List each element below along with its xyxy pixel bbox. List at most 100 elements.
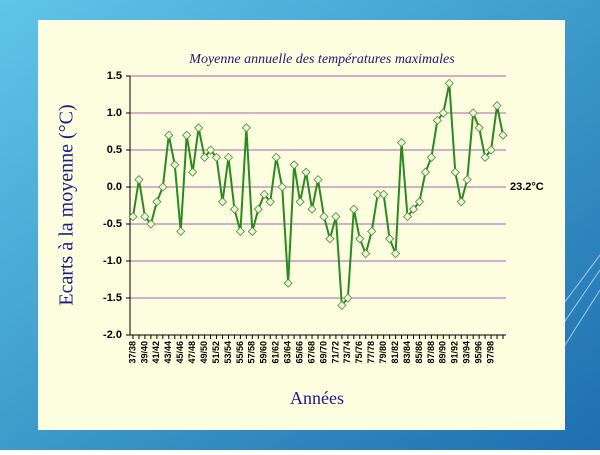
- x-tick-label: 55/56: [235, 341, 245, 364]
- y-tick-label: 1.0: [107, 107, 122, 119]
- point-marker: [176, 226, 186, 236]
- point-marker: [498, 130, 508, 140]
- y-tick-label: 0.5: [107, 144, 122, 156]
- point-marker: [385, 234, 395, 244]
- point-marker: [259, 189, 269, 199]
- x-tick-label: 39/40: [139, 341, 149, 364]
- x-tick-label: 97/98: [485, 341, 495, 364]
- point-marker: [379, 189, 389, 199]
- point-marker: [295, 197, 305, 207]
- point-marker: [408, 204, 419, 214]
- x-tick-label: 61/62: [271, 341, 281, 364]
- point-marker: [164, 130, 174, 140]
- point-marker: [206, 145, 216, 155]
- point-marker: [349, 204, 359, 214]
- x-tick-label: 59/60: [259, 341, 269, 364]
- x-tick-label: 71/72: [330, 341, 340, 364]
- point-marker: [456, 197, 466, 207]
- point-marker: [462, 175, 472, 185]
- x-tick-label: 91/92: [450, 341, 460, 364]
- point-marker: [474, 123, 484, 133]
- point-marker: [229, 204, 240, 214]
- point-marker: [146, 219, 156, 229]
- point-marker: [361, 249, 371, 259]
- point-marker: [450, 167, 460, 177]
- point-marker: [367, 226, 377, 236]
- x-tick-label: 37/38: [127, 341, 137, 364]
- point-marker: [355, 234, 365, 244]
- panel: [38, 20, 565, 430]
- y-tick-label: -0.5: [103, 218, 122, 230]
- point-marker: [170, 160, 180, 170]
- y-tick-label: 1.5: [107, 70, 122, 82]
- x-tick-label: 65/66: [294, 341, 304, 364]
- point-marker: [325, 234, 335, 244]
- x-tick-label: 89/90: [438, 341, 448, 364]
- x-tick-label: 85/86: [414, 341, 424, 364]
- x-tick-label: 81/82: [390, 341, 400, 364]
- x-tick-label: 43/44: [163, 341, 173, 364]
- point-marker: [307, 204, 317, 214]
- point-marker: [152, 197, 162, 207]
- point-marker: [468, 108, 478, 118]
- point-marker: [128, 212, 138, 222]
- point-marker: [277, 182, 287, 192]
- point-marker: [444, 78, 454, 88]
- x-tick-label: 45/46: [175, 341, 185, 364]
- y-tick-label: 0.0: [107, 181, 122, 193]
- x-tick-label: 67/68: [306, 341, 316, 364]
- x-tick-label: 69/70: [318, 341, 328, 364]
- point-marker: [200, 152, 210, 162]
- point-marker: [414, 197, 425, 207]
- x-tick-label: 53/54: [223, 341, 233, 364]
- point-marker: [319, 212, 329, 222]
- x-tick-label: 51/52: [211, 341, 221, 364]
- point-marker: [420, 167, 430, 177]
- x-tick-label: 41/42: [151, 341, 161, 364]
- point-marker: [211, 152, 222, 162]
- point-marker: [432, 115, 442, 125]
- point-marker: [158, 182, 168, 192]
- point-marker: [140, 212, 150, 222]
- point-marker: [313, 175, 323, 185]
- point-marker: [182, 130, 192, 140]
- x-tick-label: 77/78: [366, 341, 376, 364]
- point-marker: [241, 123, 251, 133]
- point-marker: [480, 152, 490, 162]
- point-marker: [289, 160, 299, 170]
- x-tick-label: 83/84: [402, 341, 412, 364]
- x-tick-label: 79/80: [378, 341, 388, 364]
- point-marker: [396, 138, 407, 148]
- x-tick-label: 87/88: [426, 341, 436, 364]
- point-marker: [253, 204, 263, 214]
- x-tick-label: 49/50: [199, 341, 209, 364]
- annotation: 23.2°C: [510, 181, 544, 193]
- chart-title: Moyenne annuelle des températures maxima…: [188, 52, 455, 67]
- point-marker: [426, 152, 436, 162]
- point-marker: [188, 167, 198, 177]
- point-marker: [402, 212, 413, 222]
- x-tick-label: 63/64: [283, 341, 293, 364]
- point-marker: [194, 123, 204, 133]
- point-marker: [223, 152, 234, 162]
- point-marker: [438, 108, 448, 118]
- point-marker: [301, 167, 311, 177]
- y-tick-label: -1.5: [103, 292, 122, 304]
- point-marker: [331, 212, 341, 222]
- point-marker: [217, 197, 228, 207]
- x-tick-label: 73/74: [342, 341, 352, 364]
- y-axis-label: Ecarts à la moyenne (°C): [56, 104, 78, 305]
- x-tick-label: 75/76: [354, 341, 364, 364]
- point-marker: [337, 300, 347, 310]
- point-marker: [343, 293, 353, 303]
- point-marker: [271, 152, 281, 162]
- point-marker: [283, 278, 293, 288]
- point-marker: [373, 189, 383, 199]
- point-marker: [134, 175, 144, 185]
- y-tick-label: -2.0: [103, 329, 122, 341]
- point-marker: [247, 226, 257, 236]
- point-marker: [265, 197, 275, 207]
- point-marker: [486, 145, 496, 155]
